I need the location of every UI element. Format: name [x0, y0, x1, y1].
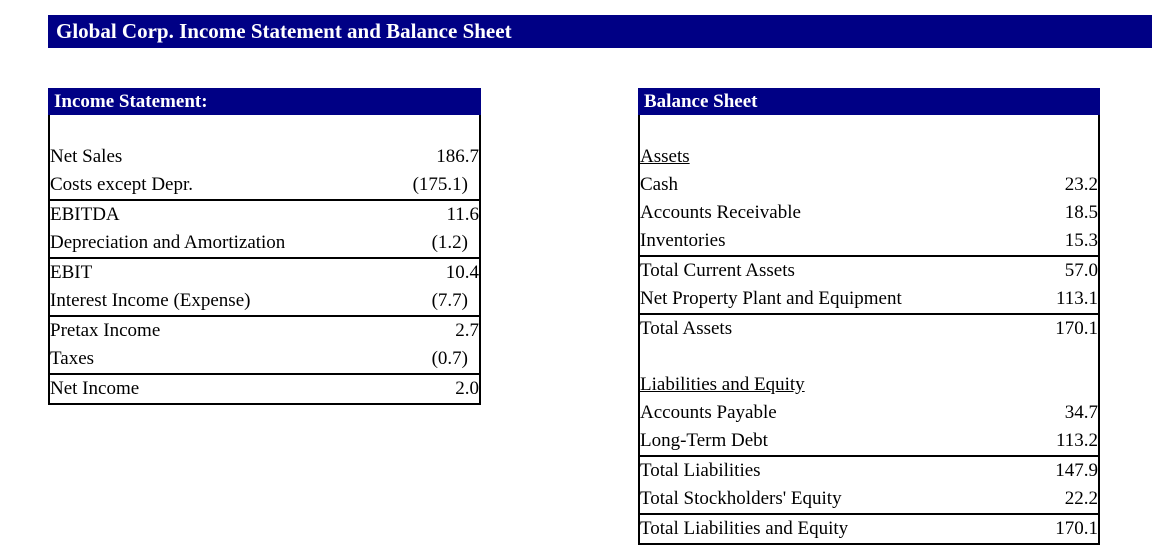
row-value — [998, 343, 1099, 371]
row-value: 10.4 — [445, 262, 479, 283]
table-row: Net Income 2.0 — [49, 374, 480, 404]
row-label: Inventories — [639, 227, 998, 257]
row-label: Total Liabilities — [640, 460, 761, 481]
row-value: (1.2) — [379, 229, 480, 259]
row-label: Long-Term Debt — [639, 427, 998, 457]
row-value: 57.0 — [1064, 260, 1098, 281]
table-row — [639, 343, 1099, 371]
row-label: Liabilities and Equity — [640, 374, 805, 395]
table-row: Total Current Assets 57.0 — [639, 256, 1099, 285]
row-value: 34.7 — [1064, 402, 1098, 423]
row-label: Net Income — [50, 378, 140, 399]
table-row: Accounts Receivable 18.5 — [639, 199, 1099, 227]
income-statement-panel: Income Statement: Net Sales 186.7 Costs ex… — [48, 88, 481, 405]
income-statement-header: Income Statement: — [48, 88, 481, 115]
row-label: Taxes — [49, 345, 379, 375]
table-row: Costs except Depr. (175.1) — [49, 171, 480, 201]
row-label: Total Stockholders' Equity — [639, 485, 998, 515]
table-row: Total Liabilities and Equity 170.1 — [639, 514, 1099, 544]
table-row: EBIT 10.4 — [49, 258, 480, 287]
row-label: Net Property Plant and Equipment — [639, 285, 998, 315]
table-row: Assets — [639, 143, 1099, 171]
table-row: Total Liabilities 147.9 — [639, 456, 1099, 485]
table-row: Total Stockholders' Equity 22.2 — [639, 485, 1099, 515]
row-label: Total Liabilities and Equity — [640, 518, 849, 539]
row-label: Depreciation and Amortization — [49, 229, 379, 259]
table-row: EBITDA 11.6 — [49, 200, 480, 229]
row-label: Cash — [640, 174, 678, 195]
table-row: Interest Income (Expense) (7.7) — [49, 287, 480, 317]
row-value — [998, 115, 1099, 143]
row-value: 147.9 — [1055, 460, 1098, 481]
row-value: (175.1) — [379, 171, 480, 201]
table-row: Taxes (0.7) — [49, 345, 480, 375]
row-value: 2.7 — [455, 320, 479, 341]
table-row: Liabilities and Equity — [639, 371, 1099, 399]
row-value: 113.2 — [998, 427, 1099, 457]
income-statement-header-label: Income Statement: — [54, 90, 208, 112]
row-value — [379, 115, 480, 143]
table-row: Depreciation and Amortization (1.2) — [49, 229, 480, 259]
table-row: Pretax Income 2.7 — [49, 316, 480, 345]
table-row: Accounts Payable 34.7 — [639, 399, 1099, 427]
table-row: Net Property Plant and Equipment 113.1 — [639, 285, 1099, 315]
row-label: EBITDA — [50, 204, 120, 225]
table-row: Inventories 15.3 — [639, 227, 1099, 257]
row-label — [639, 343, 998, 371]
income-statement-table: Net Sales 186.7 Costs except Depr. (175.1) E… — [48, 115, 481, 405]
balance-sheet-header-label: Balance Sheet — [644, 90, 758, 112]
row-label: Costs except Depr. — [49, 171, 379, 201]
table-row: Net Sales 186.7 — [49, 143, 480, 171]
balance-sheet-table: Assets Cash 23.2 Accounts Receivable 18.5 Inv… — [638, 115, 1100, 545]
table-row: Cash 23.2 — [639, 171, 1099, 199]
row-value — [998, 371, 1099, 399]
row-label: Net Sales — [50, 146, 123, 167]
row-value: 18.5 — [1064, 202, 1098, 223]
row-label: Accounts Payable — [640, 402, 777, 423]
row-value: 22.2 — [998, 485, 1099, 515]
row-label: Assets — [640, 146, 690, 167]
row-value: 23.2 — [1064, 174, 1098, 195]
row-label: Pretax Income — [50, 320, 161, 341]
row-value: 2.0 — [455, 378, 479, 399]
balance-sheet-header: Balance Sheet — [638, 88, 1100, 115]
row-label — [639, 115, 998, 143]
row-value: 113.1 — [998, 285, 1099, 315]
row-value: (7.7) — [379, 287, 480, 317]
row-value: 186.7 — [436, 146, 479, 167]
title-bar: Global Corp. Income Statement and Balanc… — [48, 15, 1152, 48]
table-row — [639, 115, 1099, 143]
balance-sheet-panel: Balance Sheet Assets Cash 23.2 Accounts Rec… — [638, 88, 1100, 545]
row-label — [49, 115, 379, 143]
row-label: Total Current Assets — [640, 260, 795, 281]
row-value: 170.1 — [1055, 318, 1098, 339]
row-value: 15.3 — [998, 227, 1099, 257]
row-label: Accounts Receivable — [640, 202, 801, 223]
row-value — [998, 143, 1099, 171]
table-row — [49, 115, 480, 143]
row-label: Interest Income (Expense) — [49, 287, 379, 317]
row-value: 170.1 — [1055, 518, 1098, 539]
table-row: Total Assets 170.1 — [639, 314, 1099, 343]
page-title: Global Corp. Income Statement and Balanc… — [56, 19, 512, 43]
row-label: EBIT — [50, 262, 93, 283]
row-label: Total Assets — [640, 318, 733, 339]
row-value: (0.7) — [379, 345, 480, 375]
row-value: 11.6 — [446, 204, 479, 225]
table-row: Long-Term Debt 113.2 — [639, 427, 1099, 457]
